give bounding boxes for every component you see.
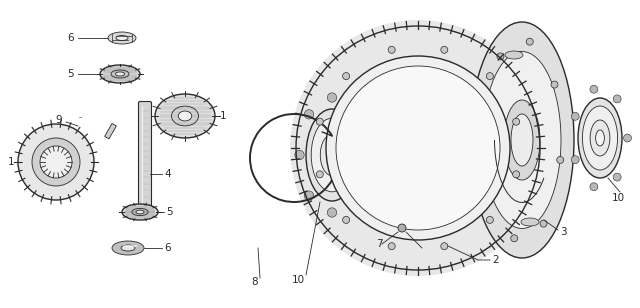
FancyBboxPatch shape xyxy=(138,102,152,206)
Text: 6: 6 xyxy=(164,243,171,253)
Circle shape xyxy=(572,156,579,164)
Ellipse shape xyxy=(100,65,140,83)
Ellipse shape xyxy=(121,245,135,251)
Circle shape xyxy=(441,46,448,53)
Circle shape xyxy=(326,56,510,240)
Ellipse shape xyxy=(470,22,574,258)
Ellipse shape xyxy=(172,106,198,126)
Ellipse shape xyxy=(115,72,125,76)
Text: 1: 1 xyxy=(220,111,227,121)
Circle shape xyxy=(590,183,598,191)
Ellipse shape xyxy=(111,70,129,78)
Circle shape xyxy=(511,235,518,242)
Circle shape xyxy=(316,171,323,178)
Ellipse shape xyxy=(521,218,539,226)
Ellipse shape xyxy=(505,51,523,59)
Ellipse shape xyxy=(511,114,533,166)
FancyBboxPatch shape xyxy=(105,124,116,139)
Ellipse shape xyxy=(504,100,540,180)
Text: 9: 9 xyxy=(56,115,62,125)
Circle shape xyxy=(388,46,395,53)
Ellipse shape xyxy=(320,134,344,176)
Circle shape xyxy=(526,38,533,45)
Ellipse shape xyxy=(483,51,561,229)
Ellipse shape xyxy=(122,204,158,220)
Text: 8: 8 xyxy=(252,277,259,287)
Text: 6: 6 xyxy=(67,33,74,43)
Circle shape xyxy=(613,173,621,181)
Circle shape xyxy=(350,191,360,200)
Text: 3: 3 xyxy=(560,227,566,237)
Circle shape xyxy=(360,150,369,160)
Circle shape xyxy=(316,118,323,125)
Circle shape xyxy=(557,156,564,164)
Text: 5: 5 xyxy=(67,69,74,79)
Text: 7: 7 xyxy=(376,239,383,249)
Circle shape xyxy=(290,20,546,276)
Ellipse shape xyxy=(136,210,144,214)
Circle shape xyxy=(480,116,487,124)
Ellipse shape xyxy=(311,118,353,192)
Circle shape xyxy=(540,220,547,227)
Ellipse shape xyxy=(179,111,192,121)
Circle shape xyxy=(613,95,621,103)
Circle shape xyxy=(551,81,558,88)
Circle shape xyxy=(441,243,448,250)
Circle shape xyxy=(342,217,349,223)
Text: 4: 4 xyxy=(164,169,171,179)
Text: 10: 10 xyxy=(291,275,305,285)
Circle shape xyxy=(486,73,493,80)
Circle shape xyxy=(486,192,493,199)
Text: 2: 2 xyxy=(492,255,499,265)
Circle shape xyxy=(18,124,94,200)
Circle shape xyxy=(327,93,337,102)
Ellipse shape xyxy=(578,98,622,178)
Circle shape xyxy=(590,85,598,93)
Circle shape xyxy=(388,243,395,250)
Circle shape xyxy=(40,146,72,178)
Ellipse shape xyxy=(306,109,358,201)
Circle shape xyxy=(336,66,500,230)
Ellipse shape xyxy=(116,35,128,40)
Circle shape xyxy=(398,224,406,232)
Circle shape xyxy=(350,110,360,119)
Circle shape xyxy=(305,110,314,119)
Ellipse shape xyxy=(590,120,610,156)
Ellipse shape xyxy=(112,241,144,255)
Circle shape xyxy=(486,217,493,223)
Circle shape xyxy=(513,171,520,178)
Ellipse shape xyxy=(155,94,215,138)
Circle shape xyxy=(497,53,504,60)
Ellipse shape xyxy=(327,146,337,164)
Text: 1: 1 xyxy=(8,157,14,167)
Circle shape xyxy=(513,118,520,125)
Ellipse shape xyxy=(582,106,618,170)
Circle shape xyxy=(572,112,579,120)
Ellipse shape xyxy=(132,209,148,216)
Ellipse shape xyxy=(596,130,604,146)
Circle shape xyxy=(305,191,314,200)
Circle shape xyxy=(327,208,337,217)
Circle shape xyxy=(623,134,632,142)
Ellipse shape xyxy=(108,32,136,44)
Circle shape xyxy=(32,138,80,186)
Circle shape xyxy=(295,150,304,160)
Text: 5: 5 xyxy=(166,207,173,217)
Text: 10: 10 xyxy=(611,193,625,203)
Circle shape xyxy=(342,73,349,80)
